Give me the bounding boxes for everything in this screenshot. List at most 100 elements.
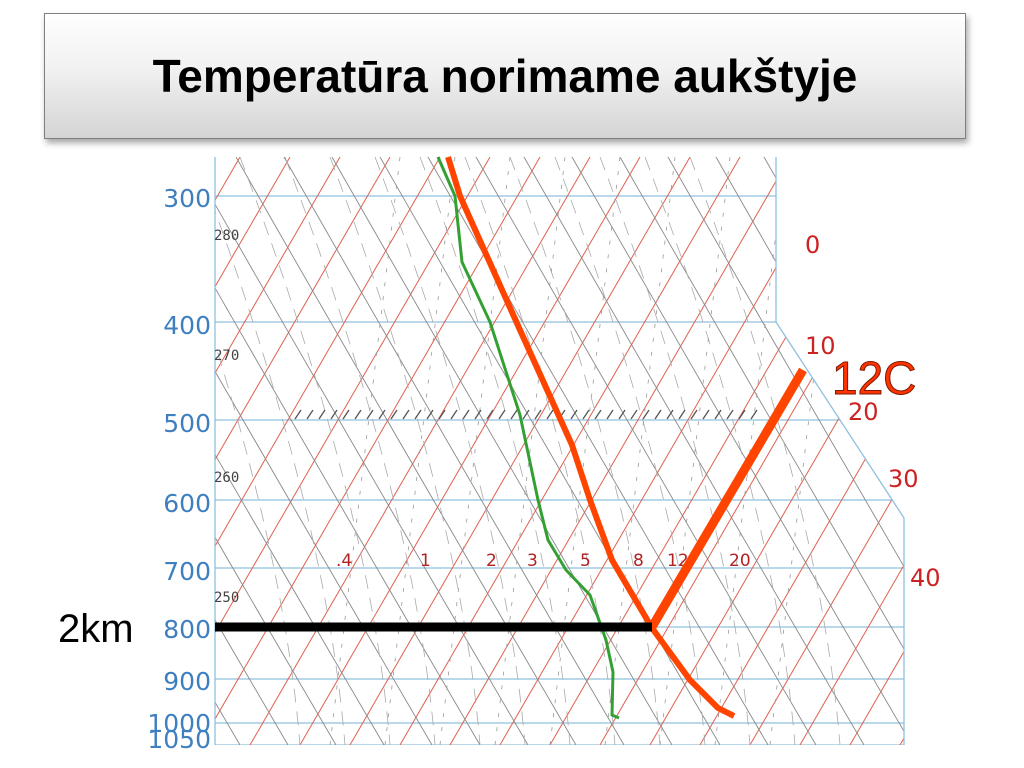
hatch-mark [570, 409, 578, 420]
hatch-mark [450, 409, 458, 420]
hatch-mark [318, 409, 326, 420]
mixing-ratio-label: 8 [633, 551, 644, 571]
theta-label: 280 [214, 228, 239, 244]
isotherm-line [215, 157, 341, 745]
moist-adiabat-line [284, 157, 436, 745]
moist-adiabat-line [689, 157, 841, 745]
hatch-mark [546, 409, 554, 420]
isotherm-line [649, 157, 904, 745]
dry-adiabat-line [667, 157, 904, 745]
moist-adiabat-line [239, 157, 391, 745]
hatch-mark [738, 409, 746, 420]
dry-adiabat-line [715, 157, 904, 745]
hatch-mark [354, 409, 362, 420]
mixing-ratio-label: 20 [729, 551, 751, 571]
isotherm-line [799, 157, 904, 745]
isotherm-line [215, 157, 241, 745]
isotherm-line [549, 157, 891, 745]
plot-border [775, 321, 905, 745]
dry-adiabat-line [523, 157, 865, 745]
moist-adiabat-line [329, 157, 481, 745]
hatch-mark [726, 409, 734, 420]
hatch-mark [678, 409, 686, 420]
dry-adiabat-line [427, 157, 769, 745]
extrapolation-line [648, 367, 807, 630]
pressure-tick-label: 700 [163, 557, 211, 586]
mixing-ratio-label: 2 [486, 551, 497, 571]
temperature-tick-label: 40 [910, 564, 941, 592]
pressure-tick-label: 300 [163, 184, 211, 213]
hatch-mark [630, 409, 638, 420]
dry-adiabat-line [215, 157, 433, 745]
isotherm-line [349, 157, 691, 745]
isotherm-line [1000, 157, 1024, 745]
dry-adiabat-line [619, 157, 904, 745]
hatch-mark [642, 409, 650, 420]
hatch-mark [402, 409, 410, 420]
isotherm-line [899, 157, 904, 745]
isotherm-line [399, 157, 741, 745]
slide-title: Temperatūra norimame aukštyje [152, 50, 858, 102]
hatch-mark [378, 409, 386, 420]
isotherm-line [749, 157, 904, 745]
moist-adiabat-line [215, 157, 346, 745]
pressure-tick-label: 1050 [147, 725, 211, 754]
dry-adiabat-line [859, 157, 904, 745]
moist-adiabat-line [509, 157, 661, 745]
hatch-mark [306, 409, 314, 420]
dry-adiabat-line [571, 157, 904, 745]
isotherm-line [699, 157, 904, 745]
dewpoint-profile-line [436, 156, 620, 720]
temperature-tick-label: 30 [888, 465, 919, 493]
isotherm-line [0, 157, 140, 745]
mixing-ratio-label: 5 [580, 551, 591, 571]
pressure-tick-label: 1000 [147, 709, 211, 738]
moist-adiabat-line [215, 157, 301, 745]
dry-adiabat-line [475, 157, 817, 745]
dry-adiabat-line [763, 157, 904, 745]
hatch-mark [438, 409, 446, 420]
dry-adiabat-line [283, 157, 625, 745]
hatch-mark [330, 409, 338, 420]
isotherm-line [215, 157, 291, 745]
hatch-mark [294, 409, 302, 420]
hatch-mark [666, 409, 674, 420]
hatch-mark [702, 409, 710, 420]
moist-adiabat-line [554, 157, 706, 745]
hatch-mark [750, 409, 758, 420]
mixing-ratio-line [549, 157, 621, 745]
dry-adiabat-line [215, 157, 481, 745]
title-box: Temperatūra norimame aukštyje [44, 13, 966, 139]
hatch-mark [690, 409, 698, 420]
isotherm-line [215, 157, 541, 745]
isotherm-line [950, 157, 1024, 745]
mixing-ratio-line [659, 157, 731, 745]
isotherm-line [215, 157, 441, 745]
theta-label: 250 [214, 590, 239, 606]
mixing-ratio-line [604, 157, 676, 745]
hatch-mark [582, 409, 590, 420]
hatch-mark [510, 409, 518, 420]
dry-adiabat-line [215, 157, 289, 745]
moist-adiabat-line [644, 157, 796, 745]
hatch-mark [654, 409, 662, 420]
mixing-ratio-label: .4 [336, 551, 352, 571]
hatch-mark [342, 409, 350, 420]
hatch-mark [474, 409, 482, 420]
theta-label: 270 [214, 348, 239, 364]
moist-adiabat-line [599, 157, 751, 745]
hatch-mark [414, 409, 422, 420]
hatch-mark [498, 409, 506, 420]
level-label: 2km [58, 607, 134, 651]
pressure-tick-label: 600 [163, 489, 211, 518]
moist-adiabat-line [374, 157, 526, 745]
dry-adiabat-line [215, 157, 337, 745]
mixing-ratio-line [329, 157, 401, 745]
hatch-mark [390, 409, 398, 420]
hatch-mark [366, 409, 374, 420]
theta-label: 260 [214, 470, 239, 486]
temperature-callout-label: 12C [832, 352, 916, 404]
isotherm-line [0, 157, 190, 745]
pressure-tick-label: 800 [163, 615, 211, 644]
